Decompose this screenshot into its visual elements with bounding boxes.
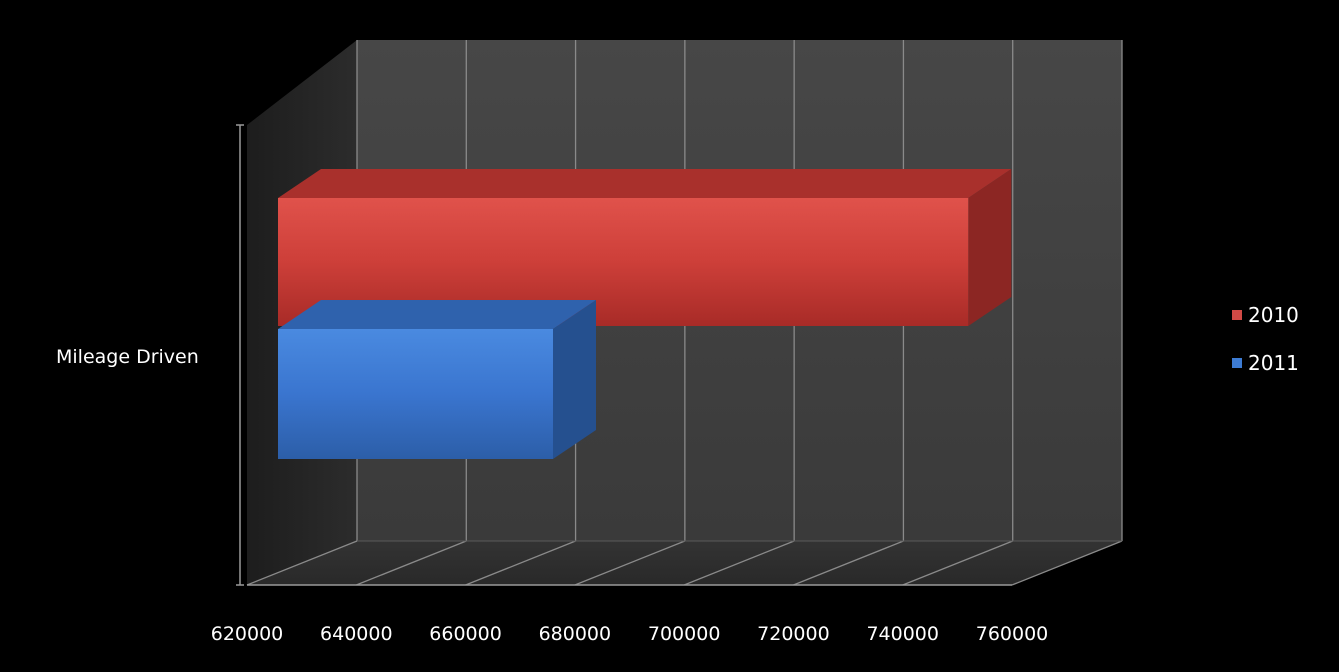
x-tick-label-740000: 740000	[866, 623, 939, 645]
axis-lines	[236, 124, 1012, 586]
x-tick-label-680000: 680000	[539, 623, 612, 645]
x-tick-label-620000: 620000	[211, 623, 284, 645]
bar-2011	[278, 300, 596, 459]
gridline-floor-0	[246, 540, 358, 586]
gridline-floor-7	[1011, 540, 1123, 586]
legend-label-2011: 2011	[1248, 351, 1299, 375]
legend-swatch-2011	[1232, 358, 1242, 368]
x-axis-ticks: 620000 640000 660000 680000 700000 720000 7400…	[211, 623, 1049, 645]
gridline-floor-2	[465, 540, 576, 586]
x-tick-label-700000: 700000	[648, 623, 721, 645]
floor	[247, 541, 1122, 585]
bar-top-2011	[278, 300, 596, 329]
gridline-floor-4	[683, 540, 795, 586]
category-label: Mileage Driven	[56, 346, 199, 368]
gridline-floor-3	[574, 540, 686, 586]
x-tick-label-760000: 760000	[976, 623, 1049, 645]
x-tick-label-720000: 720000	[757, 623, 830, 645]
gridline-floor-1	[356, 540, 467, 586]
bar-front-2011	[278, 329, 553, 459]
legend-swatch-2010	[1232, 310, 1242, 320]
bars	[278, 169, 1012, 459]
gridline-floor-6	[902, 540, 1013, 586]
x-tick-label-660000: 660000	[429, 623, 502, 645]
gridline-floor-5	[793, 540, 904, 586]
x-tick-label-640000: 640000	[320, 623, 393, 645]
legend-label-2010: 2010	[1248, 303, 1299, 327]
bar-end-2010	[968, 169, 1012, 326]
bar-end-2011	[553, 300, 596, 459]
bar-top-2010	[278, 169, 1012, 198]
